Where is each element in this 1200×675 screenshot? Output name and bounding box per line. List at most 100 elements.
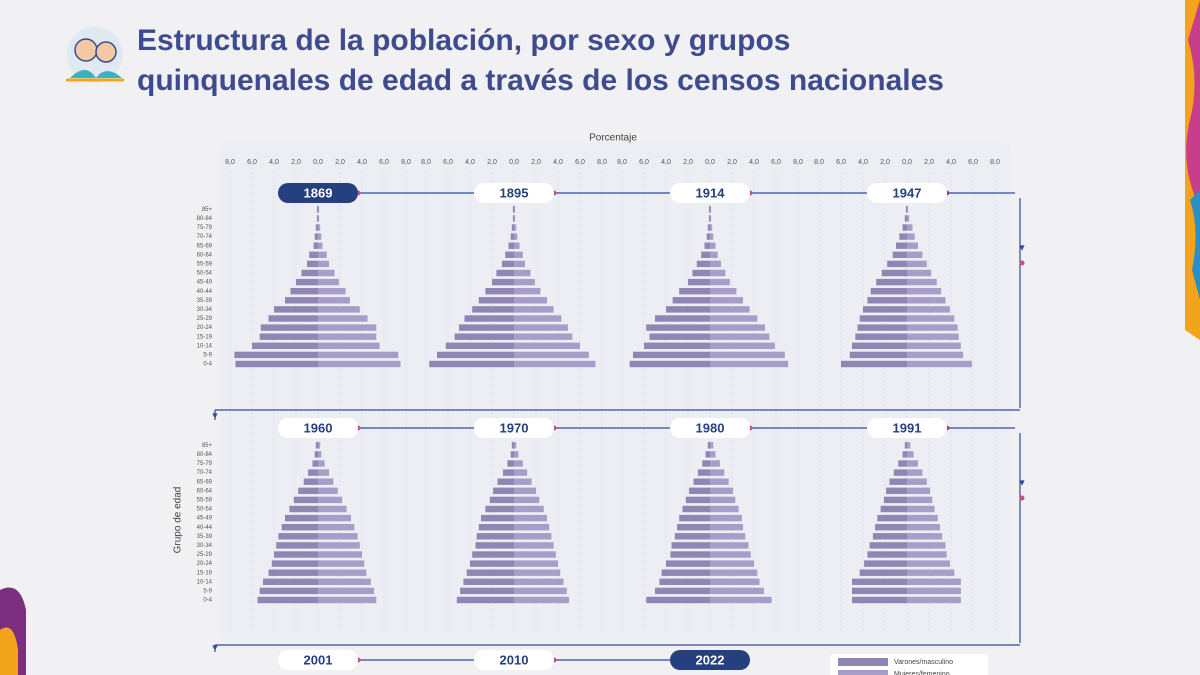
bar: [907, 578, 961, 585]
x-tick-label: 4,0: [661, 159, 671, 166]
bar: [274, 551, 318, 558]
year-label: 2001: [304, 652, 333, 667]
bar: [886, 487, 907, 494]
bar: [514, 288, 541, 295]
year-label: 1869: [304, 185, 333, 200]
bar: [315, 442, 318, 449]
bar: [514, 442, 517, 449]
bar: [644, 342, 710, 349]
bar: [883, 496, 907, 504]
bar: [318, 524, 355, 531]
bar: [514, 578, 564, 585]
bar: [710, 333, 770, 340]
bar: [314, 451, 318, 458]
bar: [710, 542, 749, 549]
bar: [437, 351, 514, 359]
year-label: 1980: [696, 420, 725, 435]
bar: [708, 215, 710, 222]
bar: [677, 524, 710, 531]
x-tick-label: 8,0: [225, 159, 235, 166]
bar: [907, 596, 961, 604]
x-tick-label: 0,0: [313, 159, 323, 166]
bar: [907, 242, 918, 249]
legend-swatch: [838, 670, 888, 675]
x-tick-label: 6,0: [443, 159, 453, 166]
bar: [489, 496, 514, 504]
bar: [904, 442, 907, 449]
bar: [318, 233, 322, 240]
bar: [464, 315, 514, 322]
bar: [907, 324, 958, 331]
age-label: 75-79: [197, 225, 213, 231]
bar: [710, 560, 754, 567]
bar: [296, 278, 318, 286]
bar: [268, 315, 318, 322]
bar: [685, 496, 710, 504]
bar: [907, 342, 961, 349]
bar: [301, 269, 318, 277]
age-label: 10-14: [197, 343, 213, 349]
bar: [710, 351, 785, 359]
bar: [514, 569, 561, 576]
x-tick-label: 8,0: [793, 159, 803, 166]
bar: [278, 533, 318, 540]
bar: [514, 260, 525, 268]
bar: [907, 505, 935, 513]
age-label: 55-59: [197, 497, 213, 503]
age-label: 60-64: [197, 488, 213, 494]
bar: [907, 460, 918, 467]
bar: [514, 333, 573, 340]
bar: [710, 297, 743, 304]
bar: [710, 469, 725, 476]
bar: [904, 215, 907, 222]
bar: [276, 542, 318, 549]
bar: [290, 288, 318, 295]
bar: [905, 206, 907, 213]
bar: [689, 487, 710, 494]
x-axis-label: Porcentaje: [589, 133, 637, 144]
x-tick-label: 2,0: [335, 159, 345, 166]
bar: [704, 242, 710, 249]
age-label: 25-29: [197, 316, 213, 322]
bar: [293, 496, 318, 504]
bar: [318, 315, 368, 322]
bar: [907, 288, 942, 295]
bar: [852, 596, 907, 604]
bar: [893, 469, 907, 476]
bar: [710, 342, 775, 349]
bar: [485, 288, 514, 295]
bar: [907, 251, 923, 258]
x-tick-label: 8,0: [421, 159, 431, 166]
age-label: 40-44: [197, 525, 213, 531]
bar: [318, 533, 358, 540]
bar: [318, 514, 351, 522]
bar: [459, 324, 514, 331]
bar: [849, 351, 907, 359]
bar: [472, 306, 514, 313]
age-label: 85+: [202, 207, 213, 213]
x-tick-label: 0,0: [705, 159, 715, 166]
bar: [508, 242, 514, 249]
bar: [514, 460, 523, 467]
year-badge: [670, 650, 750, 670]
bar: [257, 596, 318, 604]
bar: [907, 496, 933, 504]
bar: [252, 342, 318, 349]
bar: [318, 351, 399, 359]
chart-title: Estructura de la población, por sexo y g…: [137, 24, 790, 57]
bar: [898, 460, 907, 467]
bar: [710, 224, 713, 231]
age-label: 80-84: [197, 452, 213, 458]
x-tick-label: 4,0: [269, 159, 279, 166]
year-badge: [867, 418, 947, 438]
bar: [318, 487, 338, 494]
bar: [710, 215, 712, 222]
bar: [289, 505, 318, 513]
bar: [501, 260, 514, 268]
bar: [889, 478, 907, 485]
bar: [514, 206, 516, 213]
age-label: 65-69: [197, 479, 213, 485]
bar: [907, 551, 947, 558]
bar: [318, 224, 321, 231]
